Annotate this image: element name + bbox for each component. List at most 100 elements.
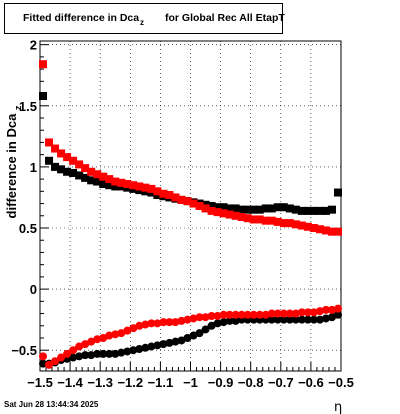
data-point <box>207 321 216 330</box>
y-tick-label: 1.5 <box>19 99 37 114</box>
data-point <box>315 225 324 234</box>
y-tick-label: 2 <box>30 38 37 53</box>
data-point <box>267 204 276 213</box>
data-point <box>93 335 102 344</box>
x-tick-label: −1.5 <box>27 375 53 390</box>
data-point <box>267 315 276 324</box>
data-point <box>51 162 60 171</box>
data-point <box>183 334 192 342</box>
data-point <box>273 217 282 226</box>
x-tick-label: −1.4 <box>57 375 83 390</box>
data-point <box>267 216 276 225</box>
data-point <box>321 226 330 235</box>
data-point <box>117 348 126 357</box>
data-point <box>39 92 48 100</box>
data-point <box>141 183 150 192</box>
data-point <box>45 138 54 147</box>
x-tick-label: −0.5 <box>328 375 354 390</box>
data-point <box>237 310 246 319</box>
data-point <box>279 315 288 324</box>
data-point <box>291 205 300 214</box>
data-point <box>285 315 294 324</box>
x-tick-label: −0.9 <box>208 375 234 390</box>
data-point <box>219 318 228 327</box>
x-tick-labels: −1.5 −1.4 −1.3 −1.2 −1.1 −1 −0.9 −0.8 −0.7 −0.6 −0… <box>27 375 354 390</box>
data-point <box>207 202 216 210</box>
data-point <box>99 172 108 181</box>
data-point <box>81 173 90 182</box>
data-point <box>45 156 54 165</box>
data-point <box>219 203 228 212</box>
data-point <box>135 182 144 191</box>
y-tick-labels: −0.5 0 0.5 1 1.5 2 <box>11 38 37 359</box>
y-axis-label-subscript: z <box>13 105 23 110</box>
timestamp: Sat Jun 28 13:44:34 2025 <box>4 400 99 409</box>
data-point <box>105 181 114 190</box>
data-point <box>291 315 300 324</box>
data-point <box>309 206 318 215</box>
data-point <box>231 204 240 213</box>
data-point <box>105 331 114 340</box>
chart-title-rest: for Global Rec All EtapT <box>165 12 285 24</box>
data-point <box>105 349 114 358</box>
data-point <box>249 215 258 224</box>
data-point <box>153 319 162 328</box>
data-point <box>69 353 78 362</box>
data-point <box>147 184 156 193</box>
data-point <box>201 204 210 213</box>
data-point <box>189 331 198 340</box>
data-point <box>105 175 114 184</box>
data-point <box>117 329 126 338</box>
data-point <box>87 337 96 346</box>
data-point <box>165 338 174 347</box>
data-point <box>87 351 96 360</box>
data-point <box>99 334 108 342</box>
data-point <box>57 149 66 158</box>
data-point <box>225 204 234 213</box>
x-tick-label: −0.6 <box>298 375 324 390</box>
data-point <box>111 349 120 358</box>
data-point <box>87 167 96 176</box>
data-point <box>279 309 288 318</box>
data-point <box>141 343 150 352</box>
y-tick-label: 1 <box>30 160 37 175</box>
data-point <box>165 191 174 199</box>
x-tick-label: −1.2 <box>117 375 143 390</box>
data-point <box>81 164 90 173</box>
data-point <box>291 220 300 229</box>
data-point <box>297 315 306 324</box>
data-point <box>225 310 234 319</box>
data-point <box>69 169 78 177</box>
data-point <box>285 204 294 213</box>
data-point <box>321 314 330 323</box>
chart-title-main: Fitted difference in Dca <box>23 12 140 24</box>
x-tick-label: −1.3 <box>87 375 113 390</box>
data-point <box>225 316 234 325</box>
data-point <box>111 177 120 186</box>
data-point <box>303 206 312 215</box>
data-point <box>57 165 66 174</box>
data-point <box>87 176 96 185</box>
y-axis-label-main: difference in Dca <box>4 113 19 219</box>
data-point <box>75 160 84 169</box>
data-point <box>261 204 270 213</box>
data-point <box>153 341 162 350</box>
data-point <box>195 202 204 210</box>
x-tick-label: −0.8 <box>238 375 264 390</box>
data-point <box>177 336 186 345</box>
data-point <box>213 319 222 328</box>
data-point <box>243 310 252 319</box>
data-point <box>183 197 192 206</box>
data-point <box>123 347 132 356</box>
data-point <box>99 180 108 188</box>
data-point <box>171 193 180 202</box>
data-point <box>255 215 264 224</box>
data-point <box>129 346 138 355</box>
data-point <box>81 351 90 360</box>
data-point <box>123 326 132 335</box>
data-point <box>267 309 276 318</box>
data-point <box>285 309 294 318</box>
data-point <box>63 349 72 358</box>
data-point <box>321 206 330 215</box>
data-point <box>117 178 126 187</box>
